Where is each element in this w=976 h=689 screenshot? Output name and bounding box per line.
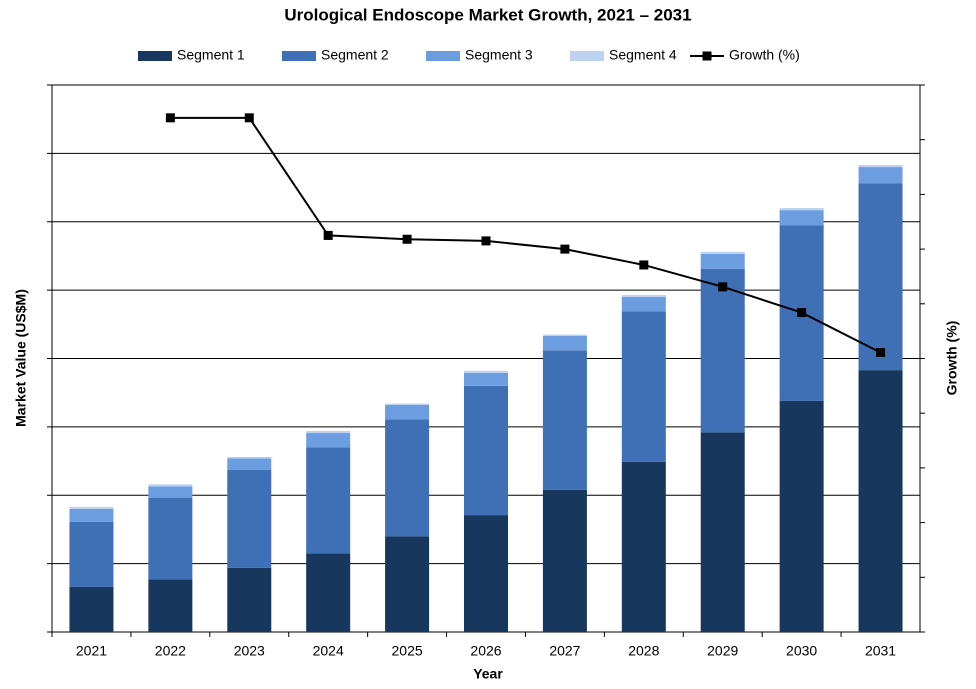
- bar-segment: [227, 458, 272, 470]
- growth-marker: [165, 113, 175, 123]
- bar-segment: [779, 208, 824, 211]
- legend-label: Segment 2: [321, 47, 389, 63]
- growth-marker: [402, 234, 412, 244]
- bar-segment: [700, 268, 745, 433]
- bar-segment: [464, 515, 508, 632]
- legend-label: Segment 4: [609, 47, 677, 63]
- bar-segment: [385, 419, 430, 537]
- growth-marker: [560, 244, 570, 254]
- growth-marker: [797, 308, 807, 318]
- legend-marker: [702, 51, 712, 61]
- bar-segment: [700, 432, 745, 632]
- growth-line: [170, 116, 881, 354]
- bar-segment: [148, 579, 193, 632]
- x-axis-title: Year: [473, 666, 503, 682]
- bar-segment: [542, 334, 587, 336]
- bar-segment: [464, 372, 508, 386]
- chart-title: Urological Endoscope Market Growth, 2021…: [284, 5, 691, 24]
- bar-segment: [464, 385, 508, 516]
- bar-segment: [69, 508, 114, 522]
- bar-segment: [858, 164, 903, 168]
- bar-segment: [858, 167, 903, 184]
- bar-segment: [779, 210, 824, 226]
- bar-segment: [227, 456, 272, 459]
- bar-segment: [148, 497, 193, 580]
- bar-segment: [858, 183, 903, 371]
- bar-segment: [621, 461, 666, 632]
- bar-segment: [69, 506, 114, 509]
- bar-segment: [700, 253, 745, 269]
- bar-segment: [779, 400, 824, 632]
- legend-swatch: [426, 51, 460, 61]
- bar-segment: [542, 489, 587, 632]
- legend-swatch: [138, 51, 172, 61]
- x-tick-label: 2029: [707, 643, 738, 659]
- bar-segment: [385, 403, 430, 405]
- bar-segment: [148, 484, 193, 487]
- bar-segment: [227, 469, 272, 568]
- x-tick-label: 2022: [155, 643, 186, 659]
- growth-marker: [718, 282, 728, 292]
- y2-axis-title: Growth (%): [944, 321, 960, 396]
- bar-segment: [621, 294, 666, 297]
- x-tick-label: 2021: [76, 643, 107, 659]
- bar-segment: [385, 536, 430, 632]
- bar-segment: [69, 586, 114, 632]
- bar-segment: [69, 521, 114, 587]
- legend-label: Segment 1: [177, 47, 245, 63]
- y-axis-title: Market Value (US$M): [13, 289, 29, 427]
- growth-marker: [639, 260, 649, 270]
- bar-segment: [148, 486, 193, 498]
- growth-marker: [876, 347, 886, 357]
- bar-segment: [700, 251, 745, 254]
- legend-swatch: [570, 51, 604, 61]
- x-tick-label: 2025: [392, 643, 423, 659]
- bar-segment: [306, 433, 351, 448]
- x-tick-label: 2023: [234, 643, 265, 659]
- x-tick-label: 2031: [865, 643, 896, 659]
- bar-segment: [227, 567, 272, 632]
- bar-segment: [306, 447, 351, 554]
- bar-segment: [464, 370, 508, 373]
- growth-marker: [244, 113, 254, 123]
- bar-segment: [542, 335, 587, 351]
- x-tick-label: 2028: [628, 643, 659, 659]
- x-tick-label: 2027: [549, 643, 580, 659]
- growth-marker: [481, 236, 491, 246]
- x-tick-label: 2026: [470, 643, 501, 659]
- bar-segment: [621, 296, 666, 312]
- x-tick-label: 2024: [313, 643, 344, 659]
- bar-segment: [306, 553, 351, 632]
- bar-segment: [385, 404, 430, 420]
- legend-label: Growth (%): [729, 47, 800, 63]
- legend-swatch: [282, 51, 316, 61]
- growth-marker: [323, 230, 333, 240]
- x-tick-label: 2030: [786, 643, 817, 659]
- bar-segment: [542, 350, 587, 490]
- legend-label: Segment 3: [465, 47, 533, 63]
- bar-segment: [306, 430, 351, 434]
- bar-segment: [858, 370, 903, 632]
- bar-segment: [621, 311, 666, 462]
